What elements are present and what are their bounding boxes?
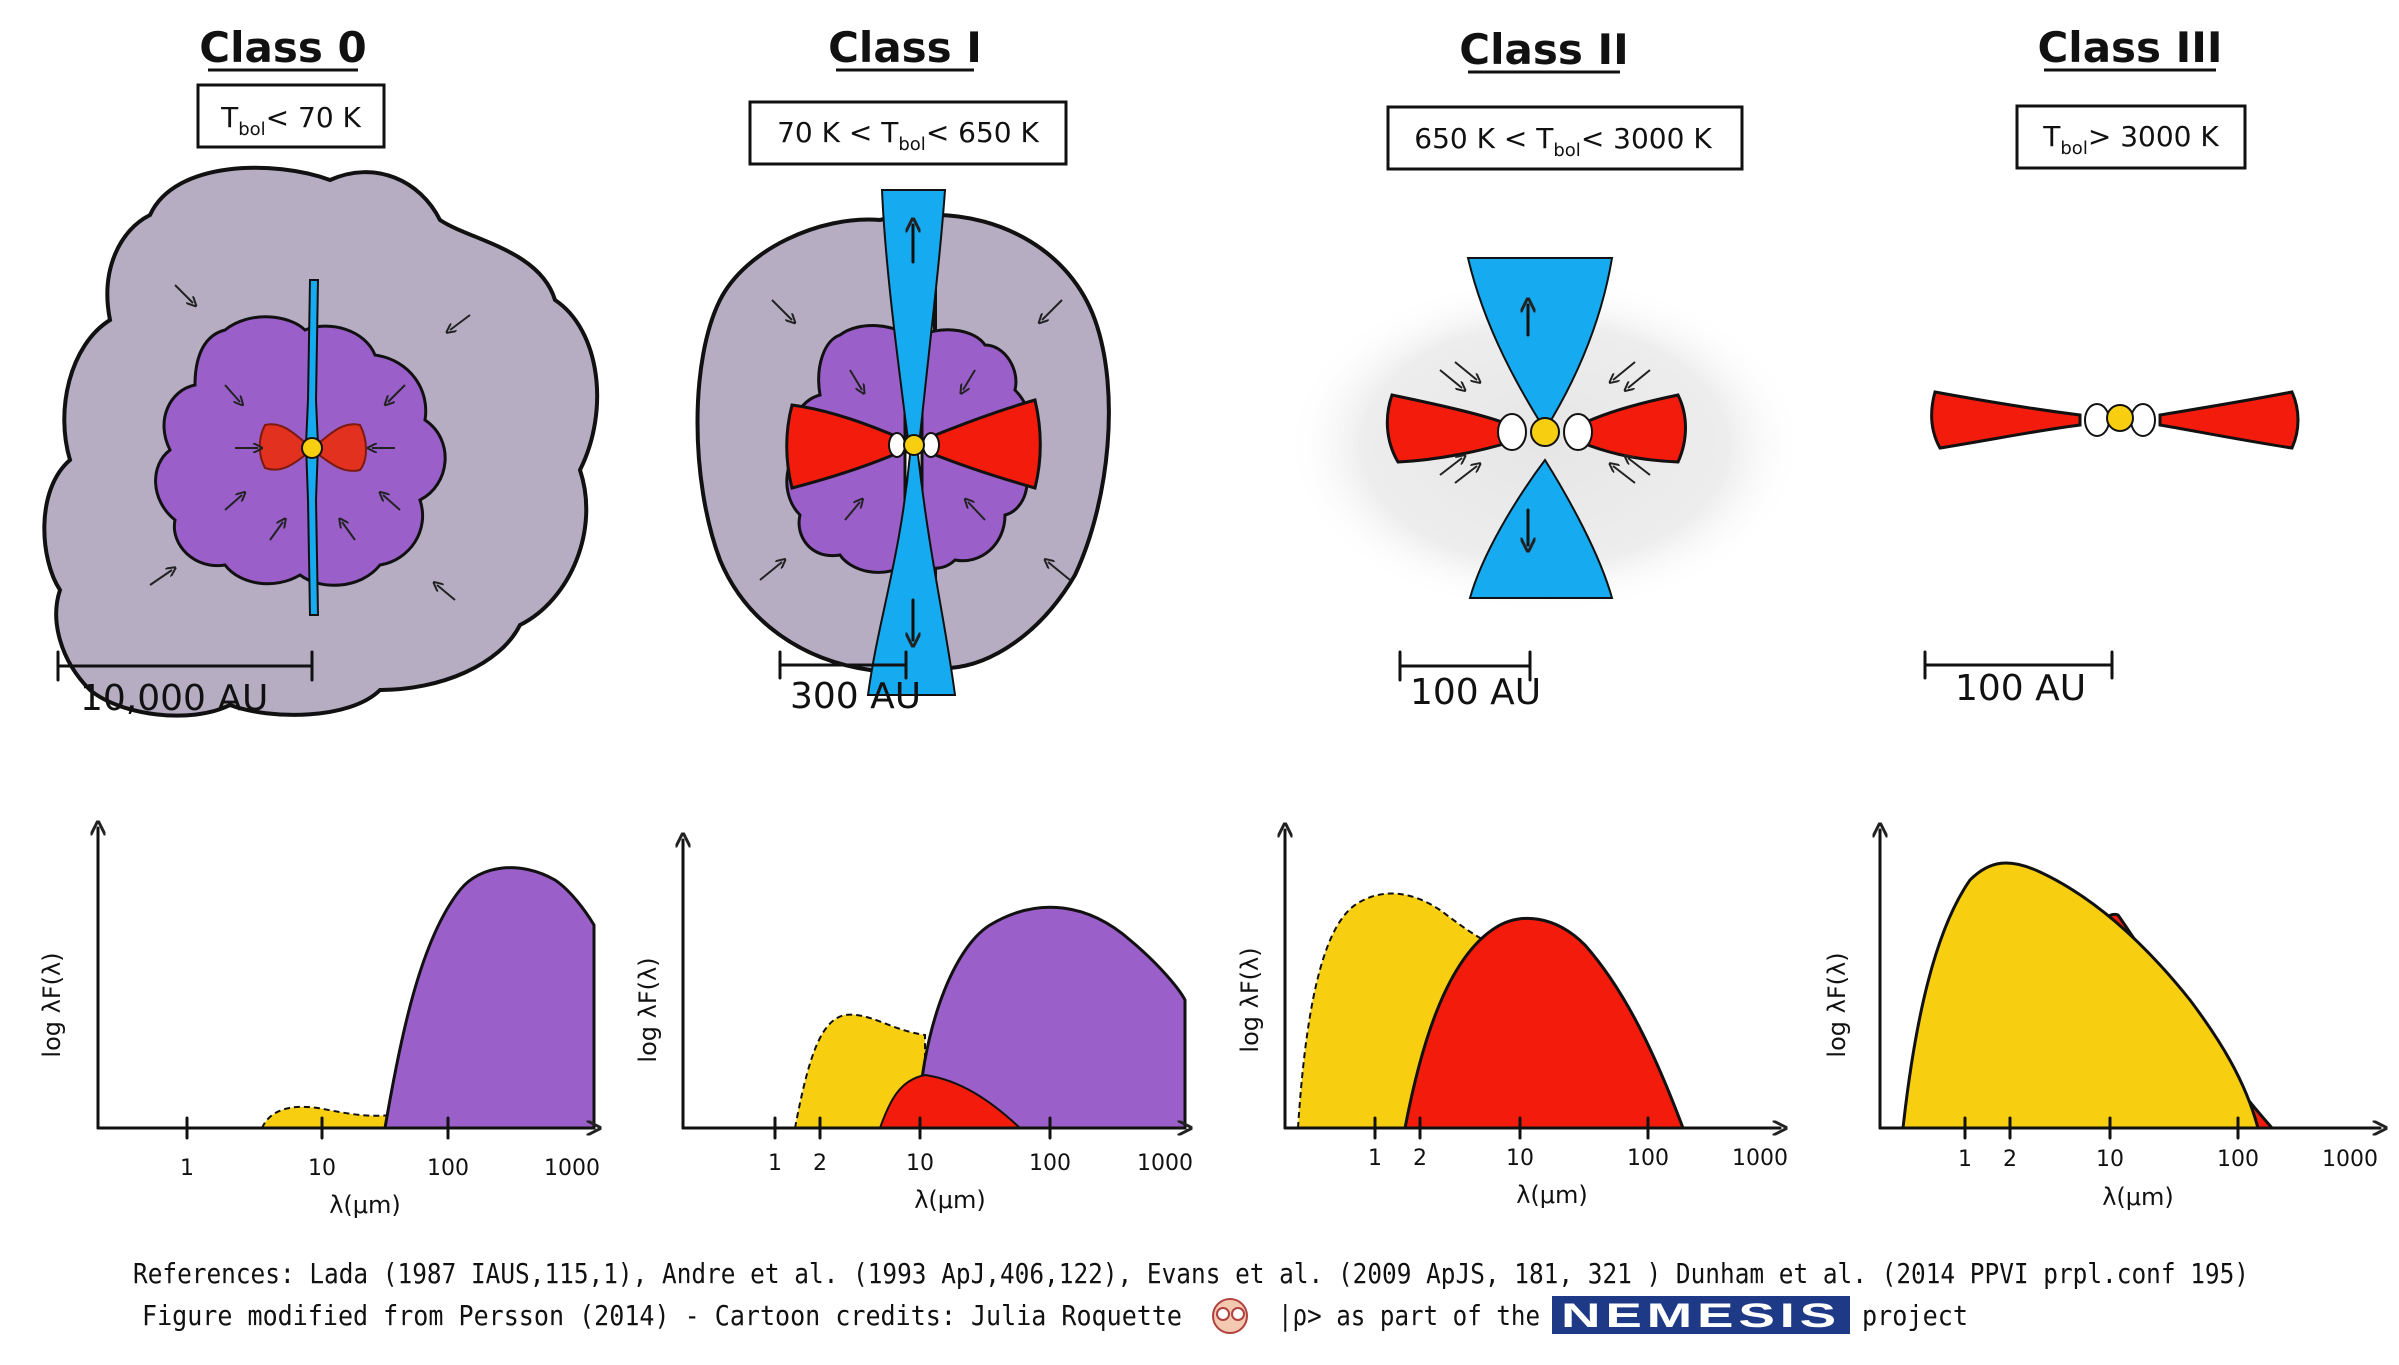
- class-3-star: [2106, 404, 2134, 432]
- sed-0-envelope-component: [383, 866, 596, 1130]
- sed-3-ticks: 1 2 10 100 1000: [1958, 1116, 2378, 1172]
- class-2-star: [1530, 417, 1560, 447]
- sed-panel-class-1: log λF(λ) λ(μm) 1 2 10 100 1000: [634, 840, 1193, 1214]
- svg-text:100: 100: [1627, 1146, 1669, 1171]
- class-0-scale-label: 10,000 AU: [80, 678, 268, 719]
- class-3-header: Class III Tbol> 3000 K: [2015, 23, 2247, 170]
- class-3-disk: [1930, 390, 2082, 450]
- class-1-disk: [785, 403, 902, 490]
- references: References: Lada (1987 IAUS,115,1), Andr…: [133, 1257, 2249, 1335]
- class-3-disk-right: [2158, 390, 2300, 450]
- sed-2-ticks: 1 2 10 100 1000: [1368, 1116, 1788, 1171]
- class-0-protostar: [301, 437, 323, 459]
- svg-text:1: 1: [1368, 1146, 1382, 1171]
- sed-panel-class-0: log λF(λ) λ(μm) 1 10 100 1000: [38, 828, 600, 1219]
- sed-2-xlabel: λ(μm): [1516, 1181, 1588, 1209]
- class-1-header: Class I 70 K < Tbol< 650 K: [748, 23, 1068, 166]
- cartoonist-avatar: [1212, 1298, 1248, 1334]
- sed-0-xlabel: λ(μm): [329, 1191, 401, 1219]
- class-1-scale-label: 300 AU: [790, 676, 921, 717]
- svg-text:10: 10: [2096, 1147, 2124, 1172]
- sed-panel-class-2: log λF(λ) λ(μm) 1 2 10 100 1000: [1236, 830, 1788, 1209]
- references-line-1: References: Lada (1987 IAUS,115,1), Andr…: [133, 1257, 2249, 1290]
- svg-text:100: 100: [427, 1156, 469, 1181]
- sed-2-ylabel: log λF(λ): [1236, 947, 1264, 1052]
- svg-text:1000: 1000: [1137, 1151, 1193, 1176]
- svg-text:1: 1: [180, 1156, 194, 1181]
- class-2-outflow-lower: [1468, 458, 1614, 599]
- sed-3-xlabel: λ(μm): [2102, 1183, 2174, 1211]
- class-2-scale-bar: 100 AU: [1398, 650, 1541, 713]
- class-2-scale-label: 100 AU: [1410, 672, 1541, 713]
- svg-text:100: 100: [2217, 1147, 2259, 1172]
- sed-panel-class-3: log λF(λ) λ(μm) 1 2 10 100 1000: [1823, 830, 2380, 1211]
- credits-line-end: project: [1862, 1299, 1968, 1332]
- class-1-disk-right: [926, 398, 1042, 490]
- class-1-title: Class I: [828, 23, 982, 72]
- credits-line-mid: |ρ> as part of the: [1278, 1299, 1540, 1332]
- class-0-tbol-label: Tbol< 70 K: [220, 101, 361, 140]
- class-1-cartoon: 300 AU: [695, 189, 1111, 717]
- class-3-tbol-box: [2015, 104, 2247, 170]
- sed-1-ylabel: log λF(λ): [634, 957, 662, 1062]
- class-2-cartoon: 100 AU: [1285, 257, 1805, 713]
- class-1-infall-arrows: [759, 299, 1071, 581]
- sed-3-star-component: [1901, 861, 2260, 1130]
- credits-line: Figure modified from Persson (2014) - Ca…: [142, 1299, 1182, 1332]
- class-0-cartoon: 10,000 AU: [42, 165, 600, 719]
- class-2-tbol-label: 650 K < Tbol< 3000 K: [1414, 122, 1712, 161]
- sed-0-star-component: [260, 1105, 391, 1129]
- sed-1-envelope-component: [916, 905, 1187, 1130]
- class-1-protostar: [903, 434, 925, 456]
- class-1-scale-bar: 300 AU: [778, 650, 921, 717]
- svg-text:2: 2: [813, 1151, 827, 1176]
- sed-3-ylabel: log λF(λ): [1823, 952, 1851, 1057]
- class-0-tbol-box: [196, 83, 386, 149]
- class-0-header: Class 0 Tbol< 70 K: [196, 23, 386, 149]
- svg-text:1000: 1000: [1732, 1146, 1788, 1171]
- sed-2-disk-component: [1403, 916, 1686, 1130]
- class-2-infall-arrows: [1439, 361, 1651, 484]
- svg-text:2: 2: [2003, 1147, 2017, 1172]
- class-0-title: Class 0: [199, 23, 366, 72]
- svg-text:1: 1: [768, 1151, 782, 1176]
- svg-text:10: 10: [906, 1151, 934, 1176]
- class-1-tbol-label: 70 K < Tbol< 650 K: [777, 116, 1039, 155]
- class-0-infall-arrows: [149, 284, 471, 601]
- svg-text:100: 100: [1029, 1151, 1071, 1176]
- sed-1-ticks: 1 2 10 100 1000: [768, 1116, 1193, 1176]
- class-2-tbol-box: [1386, 105, 1744, 171]
- class-1-tbol-box: [748, 100, 1068, 166]
- svg-text:1: 1: [1958, 1147, 1972, 1172]
- svg-text:1000: 1000: [2322, 1147, 2378, 1172]
- class-3-title: Class III: [2037, 23, 2222, 72]
- nemesis-logo: NEMESIS: [1552, 1296, 1850, 1335]
- class-3-scale-bar: 100 AU: [1923, 650, 2114, 709]
- svg-text:10: 10: [308, 1156, 336, 1181]
- sed-0-ylabel: log λF(λ): [38, 952, 66, 1057]
- class-0-scale-bar: 10,000 AU: [56, 650, 314, 719]
- svg-text:2: 2: [1413, 1146, 1427, 1171]
- svg-text:10: 10: [1506, 1146, 1534, 1171]
- sed-1-disk-component: [878, 1073, 1023, 1129]
- class-2-disk: [1385, 393, 1512, 464]
- svg-text:NEMESIS: NEMESIS: [1561, 1297, 1841, 1335]
- class-3-scale-label: 100 AU: [1955, 668, 2086, 709]
- class-3-tbol-label: Tbol> 3000 K: [2042, 120, 2219, 159]
- sed-0-ticks: 1 10 100 1000: [180, 1116, 600, 1181]
- class-2-disk-right: [1578, 393, 1687, 464]
- class-3-cartoon: 100 AU: [1923, 390, 2300, 709]
- svg-text:1000: 1000: [544, 1156, 600, 1181]
- class-2-header: Class II 650 K < Tbol< 3000 K: [1386, 25, 1744, 171]
- sed-1-xlabel: λ(μm): [914, 1186, 986, 1214]
- class-2-title: Class II: [1459, 25, 1628, 74]
